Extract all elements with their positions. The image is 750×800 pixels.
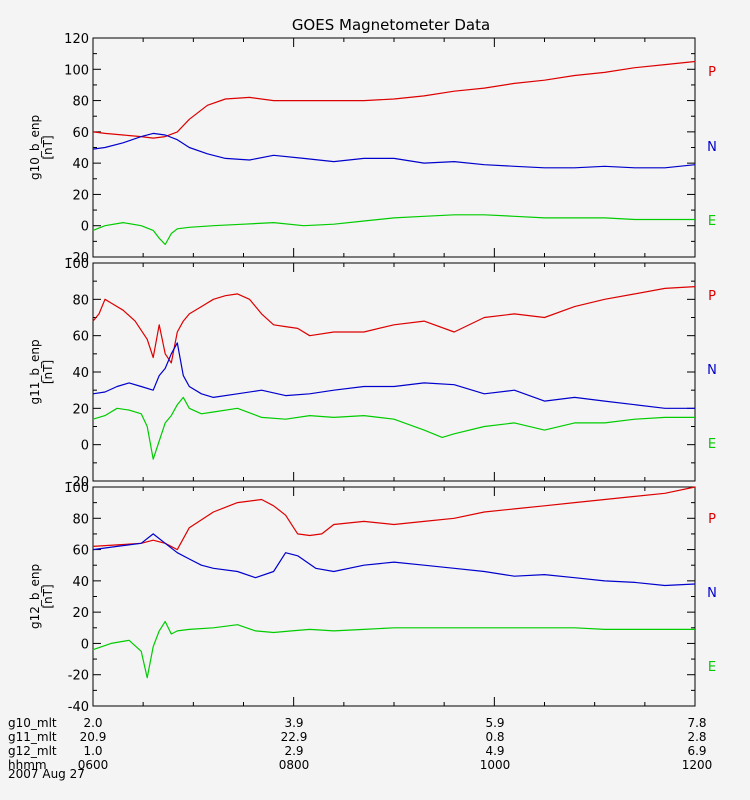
y-tick-label: -20 <box>68 475 89 490</box>
series-legend-label: P <box>708 65 716 80</box>
y-axis-unit: [nT] <box>41 135 55 159</box>
y-tick-label: -20 <box>68 251 89 266</box>
y-axis-unit: [nT] <box>41 360 55 384</box>
footer-row-value: 1200 <box>682 758 713 772</box>
y-tick-label: 40 <box>72 575 89 590</box>
series-line-P <box>92 60 696 139</box>
footer-axis-table: g10_mlt 2.0 3.9 5.9 7.8 g11_mlt 20.9 22.9 0.8 2.8… <box>8 716 712 772</box>
y-tick-label: 80 <box>72 95 89 110</box>
y-tick-label: 100 <box>64 63 89 78</box>
footer-row-value: 2.0 <box>83 716 102 730</box>
series-line-N <box>92 132 696 169</box>
series-line-N <box>92 533 696 587</box>
y-tick-label: 100 <box>64 257 89 272</box>
footer-row-value: 20.9 <box>80 730 107 744</box>
panel-3: 100 80 60 40 20 0 -20 -40 g12_b_enp [nT] P N E <box>28 481 717 715</box>
footer-row-value: 0800 <box>279 758 310 772</box>
y-tick-label: 60 <box>72 330 89 345</box>
series-legend-label: E <box>708 437 716 452</box>
y-tick-label: 60 <box>72 544 89 559</box>
footer-row-value: 1.0 <box>83 744 102 758</box>
footer-row-value: 0600 <box>78 758 109 772</box>
y-tick-label: 0 <box>81 637 89 652</box>
series-line-P <box>92 486 696 551</box>
footer-row-value: 6.9 <box>687 744 706 758</box>
y-axis-label: g10_b_enp <box>28 115 42 180</box>
footer-row-value: 2.8 <box>687 730 706 744</box>
y-tick-label: -20 <box>68 669 89 684</box>
series-legend-label: P <box>708 289 716 304</box>
footer-row-value: 7.8 <box>687 716 706 730</box>
y-tick-label: 80 <box>72 293 89 308</box>
series-line-P <box>92 286 696 364</box>
date-label: 2007 Aug 27 <box>8 767 85 781</box>
footer-row-value: 3.9 <box>284 716 303 730</box>
footer-row-label: hhmm <box>8 758 47 772</box>
y-tick-label: 0 <box>81 439 89 454</box>
y-tick-label: 80 <box>72 512 89 527</box>
y-tick-label: 100 <box>64 481 89 496</box>
series-line-N <box>92 342 695 409</box>
footer-row-value: 5.9 <box>485 716 504 730</box>
chart-title: GOES Magnetometer Data <box>292 16 490 34</box>
footer-row-label: g10_mlt <box>8 716 57 730</box>
y-tick-label: 120 <box>64 32 89 47</box>
series-legend-label: E <box>708 214 716 229</box>
footer-row-value: 1000 <box>480 758 511 772</box>
footer-row-value: 22.9 <box>281 730 308 744</box>
footer-row-label: g12_mlt <box>8 744 57 758</box>
footer-row-value: 2.9 <box>284 744 303 758</box>
series-line-E <box>92 396 695 460</box>
series-line-E <box>92 620 695 679</box>
y-tick-label: 0 <box>81 220 89 235</box>
y-axis-label: g11_b_enp <box>28 339 42 404</box>
y-tick-label: -40 <box>68 700 89 715</box>
y-tick-label: 20 <box>72 402 89 417</box>
y-tick-label: 40 <box>72 366 89 381</box>
footer-row-value: 0.8 <box>485 730 504 744</box>
series-legend-label: N <box>707 586 717 601</box>
y-tick-label: 40 <box>72 157 89 172</box>
series-legend-label: E <box>708 660 716 675</box>
panel-1: 120 100 80 60 40 20 0 -20 g10_b_enp [nT] P N E <box>28 32 717 266</box>
y-axis-unit: [nT] <box>41 584 55 608</box>
series-legend-label: N <box>707 363 717 378</box>
series-legend-label: N <box>707 140 717 155</box>
y-axis-label: g12_b_enp <box>28 564 42 629</box>
y-tick-label: 60 <box>72 126 89 141</box>
series-line-E <box>92 214 695 246</box>
footer-row-label: g11_mlt <box>8 730 57 744</box>
panel-2: 100 80 60 40 20 0 -20 g11_b_enp [nT] P N E <box>28 257 717 490</box>
series-legend-label: P <box>708 512 716 527</box>
footer-row-value: 4.9 <box>485 744 504 758</box>
y-tick-label: 20 <box>72 606 89 621</box>
y-tick-label: 20 <box>72 188 89 203</box>
